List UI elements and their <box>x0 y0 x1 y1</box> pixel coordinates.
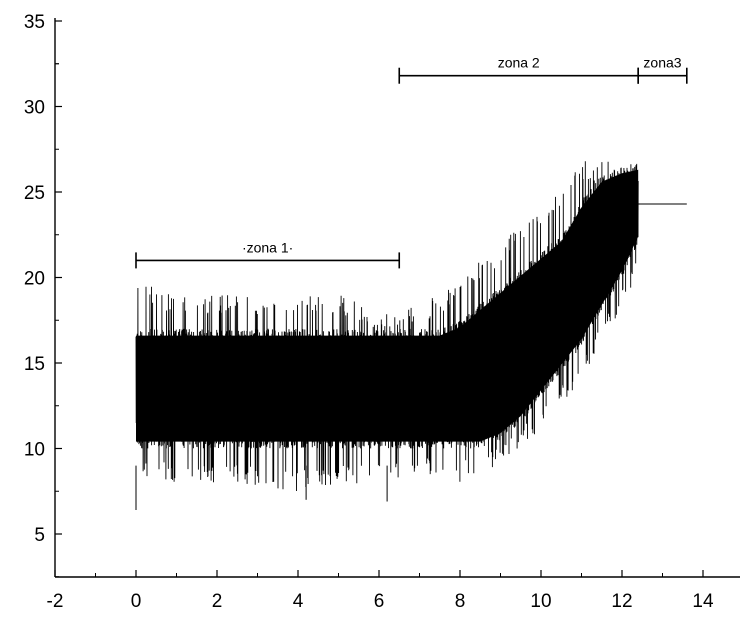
x-tick-label: 12 <box>611 591 632 612</box>
x-tick-label: 6 <box>374 591 385 612</box>
y-tick-label: 10 <box>24 440 45 461</box>
plot-area <box>135 161 687 511</box>
y-tick-label: 5 <box>34 525 45 546</box>
x-tick-label: 0 <box>131 591 142 612</box>
x-tick-label: 14 <box>692 591 714 612</box>
y-tick-label: 25 <box>24 183 45 204</box>
y-tick-label: 15 <box>24 354 45 375</box>
axes: 5 10 15 20 25 30 35 -2 0 2 4 6 8 10 12 14 <box>24 12 740 612</box>
x-tick-label: 2 <box>212 591 223 612</box>
y-tick-label: 30 <box>24 98 45 119</box>
x-tick-label: 10 <box>530 591 551 612</box>
signal-dense-band <box>136 169 639 442</box>
annotations: ·zona 1· zona 2 zona3 <box>135 55 688 269</box>
x-tick-label: 4 <box>293 591 304 612</box>
y-tick-label: 20 <box>24 269 45 290</box>
y-tick-label: 35 <box>24 12 45 33</box>
x-tick-label: 8 <box>455 591 466 612</box>
zone-label: zona3 <box>643 55 681 71</box>
zone-label: ·zona 1· <box>242 239 293 255</box>
zone-label: zona 2 <box>498 55 540 71</box>
x-tick-label: -2 <box>47 591 64 612</box>
